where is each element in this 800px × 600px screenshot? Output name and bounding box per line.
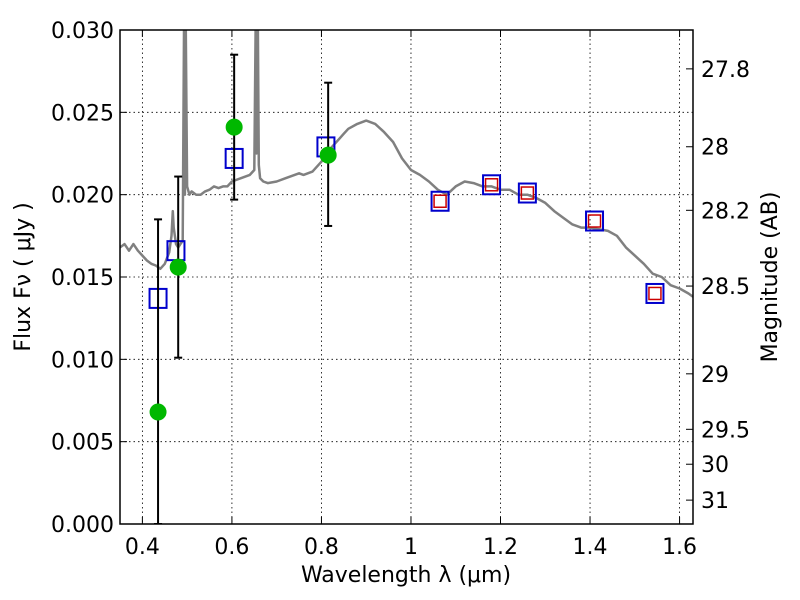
x-tick-label: 0.4 (125, 535, 160, 560)
mag-tick-label: 28.5 (701, 275, 750, 300)
sed-model-line (120, 30, 693, 298)
chart-marks (120, 30, 693, 524)
x-tick-label: 0.6 (214, 535, 249, 560)
observed-limit-square (433, 194, 447, 209)
observed-limit-square (587, 214, 602, 228)
x-tick-label: 1.2 (483, 535, 518, 560)
y-tick-label: 0.000 (51, 513, 114, 538)
observed-limit-square (484, 178, 499, 192)
model-photometry-square (517, 182, 537, 204)
tick-marks (120, 29, 693, 525)
x-tick-label: 1 (404, 535, 418, 560)
y-tick-label: 0.030 (51, 19, 114, 44)
y-tick-label: 0.020 (51, 184, 114, 209)
mag-tick-label: 27.8 (701, 58, 750, 83)
observed-limit-square (648, 286, 662, 301)
model-photometry-square (645, 282, 665, 304)
mag-tick-label: 30 (701, 453, 729, 478)
model-photometry-square (482, 174, 502, 196)
observed-photometry-point (319, 146, 337, 164)
y-tick-label: 0.005 (51, 431, 114, 456)
y-tick-label: 0.010 (51, 348, 114, 373)
tick-labels: 0.4 0.6 0.8 1 1.2 1.4 1.6 0.000 0.005 0.010 0.015 0… (51, 19, 750, 560)
mag-tick-label: 28.2 (701, 199, 750, 224)
y-axis-label: Flux Fν ( μJy ) (11, 202, 36, 351)
observed-limit-square (520, 186, 535, 200)
mag-tick-label: 31 (701, 489, 729, 514)
y-tick-label: 0.015 (51, 266, 114, 291)
x-tick-label: 0.8 (304, 535, 339, 560)
y2-axis-label: Magnitude (AB) (758, 192, 783, 363)
x-tick-label: 1.6 (662, 535, 697, 560)
y-tick-label: 0.025 (51, 101, 114, 126)
model-photometry-square (430, 190, 450, 212)
observed-photometry-point (169, 258, 187, 276)
x-tick-label: 1.4 (573, 535, 608, 560)
x-axis-label: Wavelength λ (μm) (301, 563, 511, 588)
mag-tick-label: 28 (701, 136, 729, 161)
mag-tick-label: 29 (701, 363, 729, 388)
observed-photometry-point (149, 403, 167, 421)
observed-photometry-point (225, 118, 243, 136)
mag-tick-label: 29.5 (701, 418, 750, 443)
model-photometry-square (585, 210, 605, 232)
